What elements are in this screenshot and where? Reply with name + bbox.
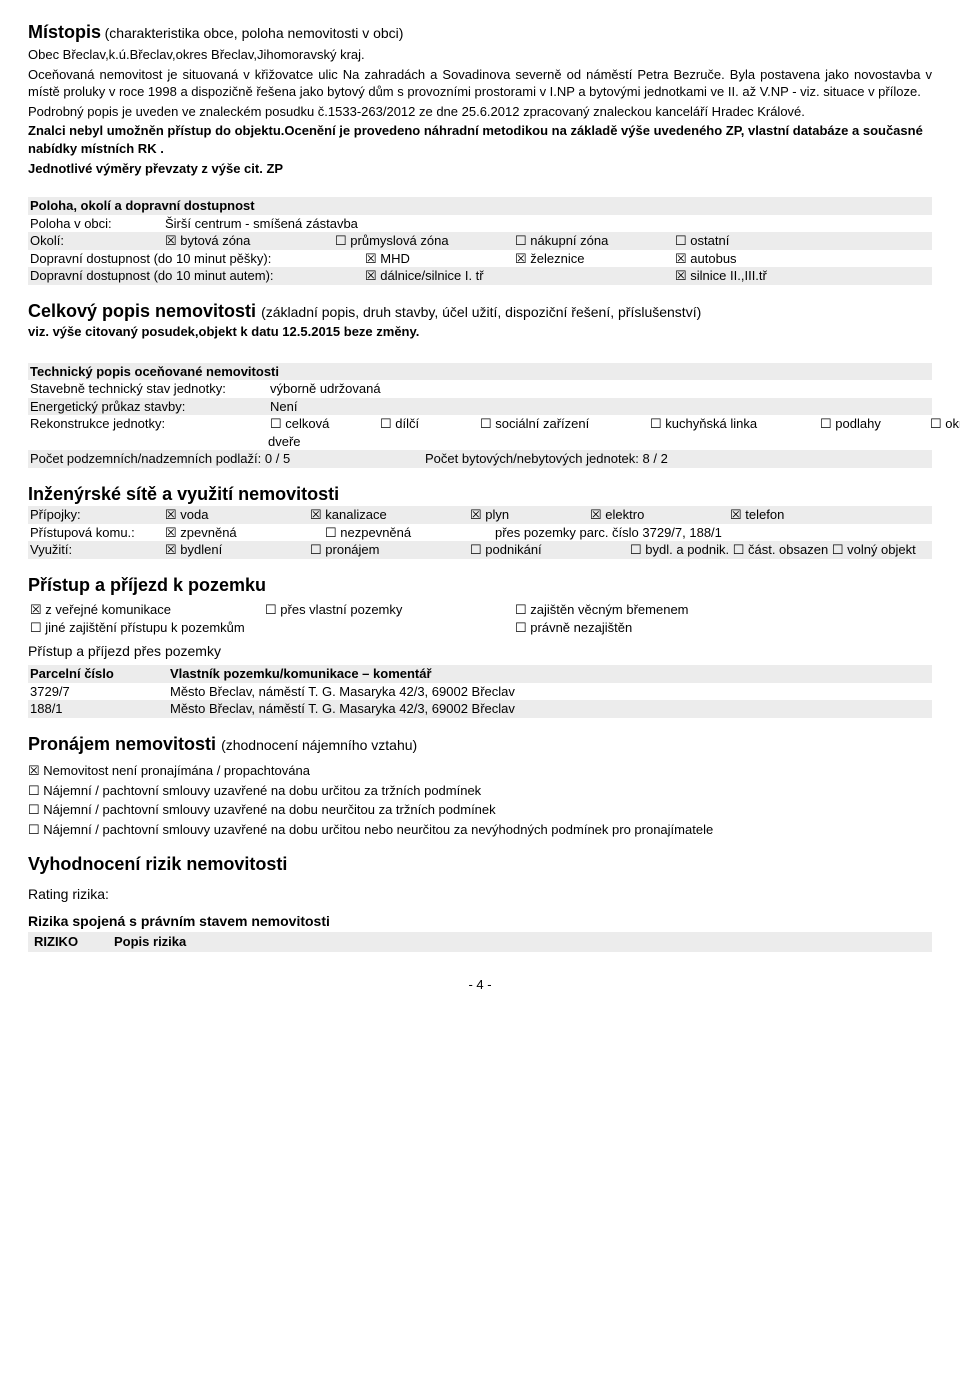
stav-value: výborně udržovaná xyxy=(270,380,930,398)
parcel-row1-owner: Město Břeclav, náměstí T. G. Masaryka 42… xyxy=(170,683,930,701)
pocty1: Počet podzemních/nadzemních podlaží: 0 /… xyxy=(30,450,425,468)
mistopis-line5: Jednotlivé výměry převzaty z výše cit. Z… xyxy=(28,160,932,178)
parcel-row2-id: 188/1 xyxy=(30,700,170,718)
pap-opt2-0: ☐ jiné zajištění přístupu k pozemkům xyxy=(30,619,345,637)
prip-label: Přípojky: xyxy=(30,506,165,524)
poloha-obci-label: Poloha v obci: xyxy=(30,215,165,233)
ener-value: Není xyxy=(270,398,930,416)
mistopis-line3: Podrobný popis je uveden ve znaleckém po… xyxy=(28,103,932,121)
pap-opt1-1: ☐ přes vlastní pozemky xyxy=(265,601,515,619)
dop1-opt-1: ☒ železnice xyxy=(515,250,675,268)
poloha-header: Poloha, okolí a dopravní dostupnost xyxy=(28,197,932,215)
rekon-opt-5: ☐ okna xyxy=(930,415,960,433)
celkovy-heading: Celkový popis nemovitosti xyxy=(28,301,256,321)
rizika-heading: Vyhodnocení rizik nemovitosti xyxy=(28,852,932,876)
pap-opt1-0: ☒ z veřejné komunikace xyxy=(30,601,265,619)
pocty2: Počet bytových/nebytových jednotek: 8 / … xyxy=(425,450,930,468)
prip-4: ☒ telefon xyxy=(730,506,930,524)
poloha-obci-value: Širší centrum - smíšená zástavba xyxy=(165,215,930,233)
prip-3: ☒ elektro xyxy=(590,506,730,524)
pap-opt2-1: ☐ právně nezajištěn xyxy=(345,619,930,637)
vyuz-1: ☐ pronájem xyxy=(310,541,470,559)
pronajem-opt-1: ☐ Nájemní / pachtovní smlouvy uzavřené n… xyxy=(28,782,932,800)
rizika-sub: Rizika spojená s právním stavem nemovito… xyxy=(28,912,932,931)
inz-heading: Inženýrské sítě a využití nemovitosti xyxy=(28,482,932,506)
rizika-col1: RIZIKO xyxy=(34,933,114,951)
prist-extra: přes pozemky parc. číslo 3729/7, 188/1 xyxy=(495,524,930,542)
mistopis-line2: Oceňovaná nemovitost je situovaná v křiž… xyxy=(28,66,932,101)
dop1-label: Dopravní dostupnost (do 10 minut pěšky): xyxy=(30,250,365,268)
prip-2: ☒ plyn xyxy=(470,506,590,524)
pronajem-heading: Pronájem nemovitosti xyxy=(28,734,216,754)
celkovy-heading-sub: (základní popis, druh stavby, účel užití… xyxy=(261,304,701,320)
pronajem-opt-3: ☐ Nájemní / pachtovní smlouvy uzavřené n… xyxy=(44,821,932,839)
stav-label: Stavebně technický stav jednotky: xyxy=(30,380,270,398)
okoli-label: Okolí: xyxy=(30,232,165,250)
rekon-dvere: dveře xyxy=(28,433,932,451)
parcel-col2: Vlastník pozemku/komunikace – komentář xyxy=(170,665,930,683)
dop2-opt-0: ☒ dálnice/silnice I. tř xyxy=(365,267,545,285)
okoli-opt-0: ☒ bytová zóna xyxy=(165,232,335,250)
rizika-rating: Rating rizika: xyxy=(28,885,932,904)
dop1-opt-2: ☒ autobus xyxy=(675,250,930,268)
mistopis-line4: Znalci nebyl umožněn přístup do objektu.… xyxy=(28,122,932,157)
mistopis-heading-sub: (charakteristika obce, poloha nemovitost… xyxy=(105,25,404,41)
pronajem-heading-sub: (zhodnocení nájemního vztahu) xyxy=(221,737,417,753)
dop2-opt-1: ☒ silnice II.,III.tř xyxy=(675,267,930,285)
pronajem-opt-2: ☐ Nájemní / pachtovní smlouvy uzavřené n… xyxy=(28,801,932,819)
pap-heading: Přístup a příjezd k pozemku xyxy=(28,573,932,597)
mistopis-heading: Místopis xyxy=(28,22,101,42)
rekon-opt-3: ☐ kuchyňská linka xyxy=(650,415,820,433)
parcel-col1: Parcelní číslo xyxy=(30,665,170,683)
dop1-opt-0: ☒ MHD xyxy=(365,250,515,268)
pap-opt1-2: ☐ zajištěn věcným břemenem xyxy=(515,601,930,619)
tech-header: Technický popis oceňované nemovitosti xyxy=(28,363,932,381)
pronajem-opt-0: ☒ Nemovitost není pronajímána / propacht… xyxy=(28,762,932,780)
prist-1: ☐ nezpevněná xyxy=(325,524,495,542)
rekon-opt-1: ☐ dílčí xyxy=(380,415,480,433)
vyuz-2: ☐ podnikání xyxy=(470,541,630,559)
okoli-opt-2: ☐ nákupní zóna xyxy=(515,232,675,250)
rekon-label: Rekonstrukce jednotky: xyxy=(30,415,270,433)
page-footer: - 4 - xyxy=(28,976,932,994)
celkovy-body: viz. výše citovaný posudek,objekt k datu… xyxy=(28,323,932,341)
parcel-row1-id: 3729/7 xyxy=(30,683,170,701)
rekon-opt-4: ☐ podlahy xyxy=(820,415,930,433)
prip-1: ☒ kanalizace xyxy=(310,506,470,524)
mistopis-line1: Obec Břeclav,k.ú.Břeclav,okres Břeclav,J… xyxy=(28,46,932,64)
prist-label: Přístupová komu.: xyxy=(30,524,165,542)
parcel-row2-owner: Město Břeclav, náměstí T. G. Masaryka 42… xyxy=(170,700,930,718)
prist-0: ☒ zpevněná xyxy=(165,524,325,542)
ener-label: Energetický průkaz stavby: xyxy=(30,398,270,416)
vyuz-label: Využití: xyxy=(30,541,165,559)
rekon-opt-0: ☐ celková xyxy=(270,415,380,433)
okoli-opt-3: ☐ ostatní xyxy=(675,232,930,250)
prip-0: ☒ voda xyxy=(165,506,310,524)
rekon-opt-2: ☐ sociální zařízení xyxy=(480,415,650,433)
okoli-opt-1: ☐ průmyslová zóna xyxy=(335,232,515,250)
rizika-col2: Popis rizika xyxy=(114,933,926,951)
dop2-label: Dopravní dostupnost (do 10 minut autem): xyxy=(30,267,365,285)
vyuz-3: ☐ bydl. a podnik. ☐ část. obsazen ☐ voln… xyxy=(630,541,930,559)
pap-sub: Přístup a příjezd přes pozemky xyxy=(28,642,932,661)
vyuz-0: ☒ bydlení xyxy=(165,541,310,559)
